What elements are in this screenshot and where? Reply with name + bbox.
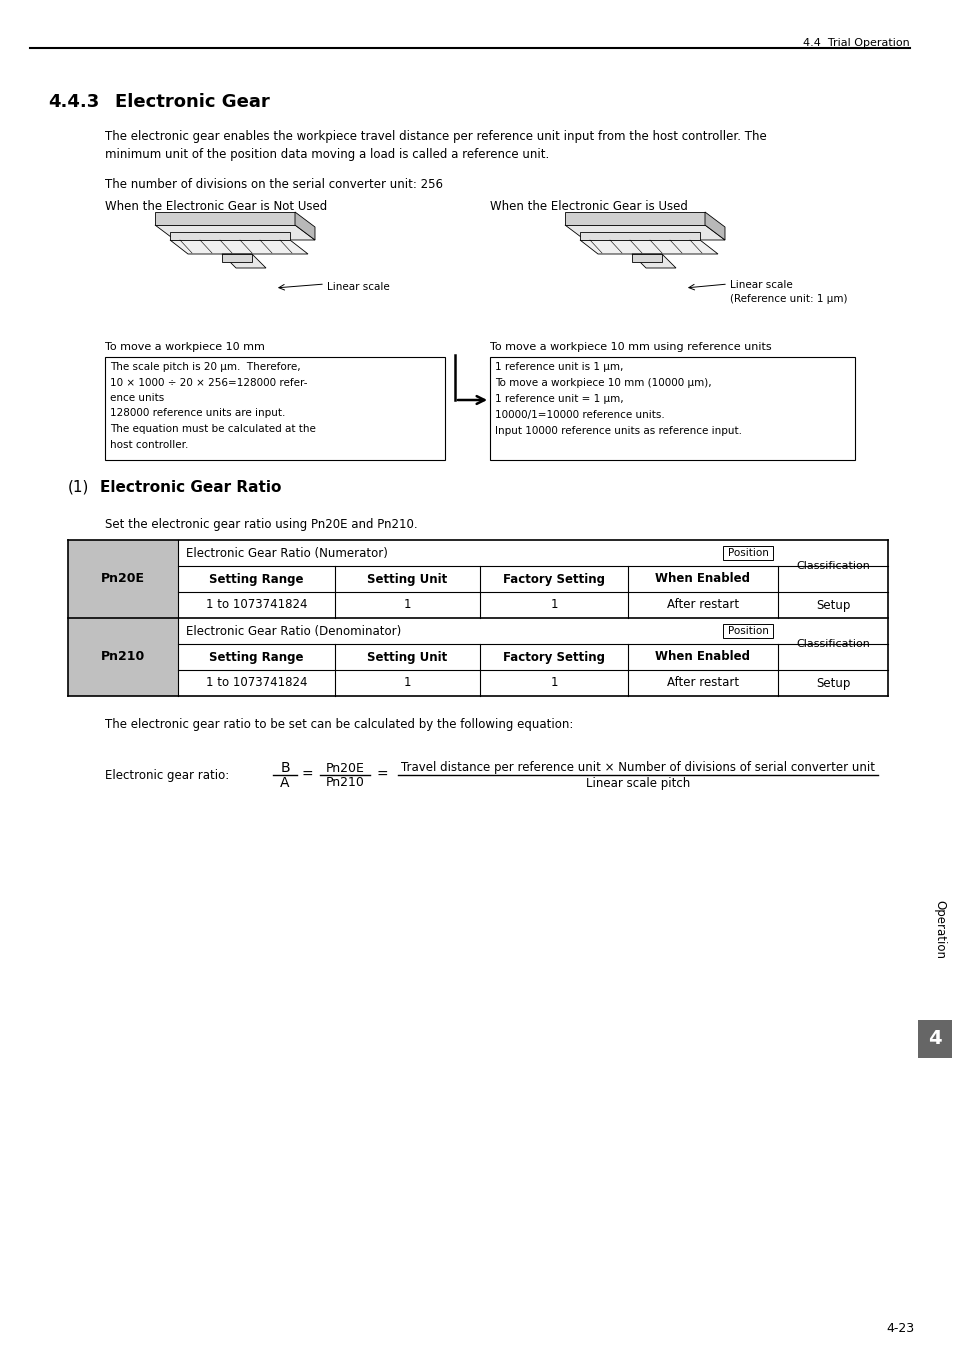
Bar [105,356,444,460]
Text: The equation must be calculated at the: The equation must be calculated at the [110,424,315,433]
Polygon shape [579,240,718,254]
Text: Position: Position [727,626,767,636]
Bar [722,545,772,560]
Text: When the Electronic Gear is Used: When the Electronic Gear is Used [490,200,687,213]
Text: The number of divisions on the serial converter unit: 256: The number of divisions on the serial co… [105,178,442,190]
Text: 1 reference unit = 1 μm,: 1 reference unit = 1 μm, [495,394,623,404]
Text: 1 reference unit is 1 μm,: 1 reference unit is 1 μm, [495,362,622,373]
Polygon shape [154,225,314,240]
Text: Classification: Classification [795,639,869,649]
Text: Position: Position [727,548,767,558]
Text: B: B [280,761,290,775]
Polygon shape [564,225,724,240]
Text: =: = [301,768,313,782]
Text: Pn210: Pn210 [325,776,364,790]
Text: The scale pitch is 20 μm.  Therefore,: The scale pitch is 20 μm. Therefore, [110,362,300,373]
Text: Setup: Setup [815,676,849,690]
Text: Pn210: Pn210 [101,651,145,663]
Bar [722,624,772,639]
Text: When Enabled: When Enabled [655,651,750,663]
Bar [490,356,854,460]
Text: Factory Setting: Factory Setting [502,651,604,663]
Text: 4-23: 4-23 [886,1322,914,1335]
Polygon shape [294,212,314,240]
Text: 10000/1=10000 reference units.: 10000/1=10000 reference units. [495,410,664,420]
Text: Electronic Gear Ratio: Electronic Gear Ratio [100,481,281,495]
Text: 1: 1 [550,676,558,690]
Text: The electronic gear enables the workpiece travel distance per reference unit inp: The electronic gear enables the workpiec… [105,130,766,143]
Text: Linear scale pitch: Linear scale pitch [585,776,689,790]
Text: 4.4.3: 4.4.3 [48,93,99,111]
Polygon shape [154,212,294,225]
Text: 4.4  Trial Operation: 4.4 Trial Operation [802,38,909,49]
Text: To move a workpiece 10 mm: To move a workpiece 10 mm [105,342,265,352]
Polygon shape [579,232,700,240]
Text: 1: 1 [403,676,411,690]
Bar [68,618,178,697]
Text: 10 × 1000 ÷ 20 × 256=128000 refer-: 10 × 1000 ÷ 20 × 256=128000 refer- [110,378,307,387]
Text: =: = [375,768,388,782]
Text: 1: 1 [403,598,411,612]
Text: After restart: After restart [666,676,739,690]
Text: host controller.: host controller. [110,440,188,450]
Text: Pn20E: Pn20E [325,761,364,775]
Text: Classification: Classification [795,562,869,571]
Text: Pn20E: Pn20E [101,572,145,586]
Text: When the Electronic Gear is Not Used: When the Electronic Gear is Not Used [105,200,327,213]
Text: To move a workpiece 10 mm (10000 μm),: To move a workpiece 10 mm (10000 μm), [495,378,711,387]
Text: Setup: Setup [815,598,849,612]
Text: Electronic Gear: Electronic Gear [115,93,270,111]
Text: Setting Range: Setting Range [209,572,303,586]
Polygon shape [704,212,724,240]
Text: Factory Setting: Factory Setting [502,572,604,586]
Text: To move a workpiece 10 mm using reference units: To move a workpiece 10 mm using referenc… [490,342,771,352]
Text: Input 10000 reference units as reference input.: Input 10000 reference units as reference… [495,427,741,436]
Bar [68,540,178,618]
Polygon shape [564,212,704,225]
Text: Electronic Gear Ratio (Numerator): Electronic Gear Ratio (Numerator) [186,547,388,559]
Polygon shape [631,254,676,269]
Text: 4: 4 [927,1030,941,1049]
Text: 128000 reference units are input.: 128000 reference units are input. [110,409,285,418]
Text: Set the electronic gear ratio using Pn20E and Pn210.: Set the electronic gear ratio using Pn20… [105,518,417,531]
Text: After restart: After restart [666,598,739,612]
Polygon shape [170,232,290,240]
Text: Linear scale
(Reference unit: 1 μm): Linear scale (Reference unit: 1 μm) [729,279,846,304]
Text: Travel distance per reference unit × Number of divisions of serial converter uni: Travel distance per reference unit × Num… [400,761,874,775]
Text: 1: 1 [550,598,558,612]
Text: (1): (1) [68,481,90,495]
Polygon shape [631,254,661,262]
Text: A: A [280,776,290,790]
Text: Setting Unit: Setting Unit [367,651,447,663]
Text: Electronic Gear Ratio (Denominator): Electronic Gear Ratio (Denominator) [186,625,401,637]
Polygon shape [170,240,308,254]
Polygon shape [222,254,252,262]
Polygon shape [222,254,266,269]
Text: Setting Range: Setting Range [209,651,303,663]
Text: 1 to 1073741824: 1 to 1073741824 [206,676,307,690]
Text: 1 to 1073741824: 1 to 1073741824 [206,598,307,612]
Text: Setting Unit: Setting Unit [367,572,447,586]
Text: Electronic gear ratio:: Electronic gear ratio: [105,768,233,782]
Text: When Enabled: When Enabled [655,572,750,586]
Text: Linear scale: Linear scale [327,282,390,292]
Bar [917,1021,951,1058]
Text: Operation: Operation [933,900,945,960]
Text: ence units: ence units [110,393,164,404]
Text: The electronic gear ratio to be set can be calculated by the following equation:: The electronic gear ratio to be set can … [105,718,573,730]
Text: minimum unit of the position data moving a load is called a reference unit.: minimum unit of the position data moving… [105,148,549,161]
